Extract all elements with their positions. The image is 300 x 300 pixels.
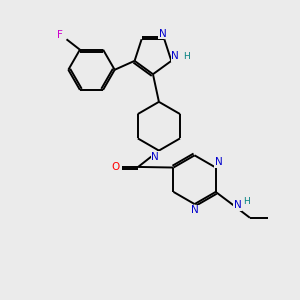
Text: F: F	[57, 30, 63, 40]
Text: N: N	[159, 29, 167, 39]
Text: N: N	[233, 200, 241, 210]
Text: H: H	[243, 197, 249, 206]
Text: H: H	[183, 52, 190, 61]
Text: N: N	[171, 51, 179, 62]
Text: N: N	[215, 157, 223, 167]
Text: N: N	[191, 205, 199, 215]
Text: O: O	[111, 162, 119, 172]
Text: N: N	[152, 152, 159, 161]
